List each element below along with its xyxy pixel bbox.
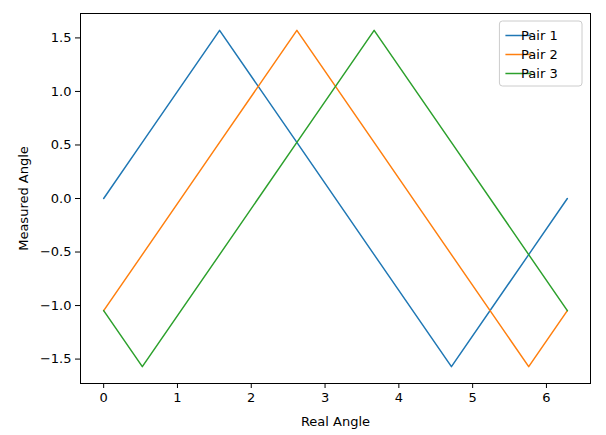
svg-text:4: 4 bbox=[395, 390, 403, 405]
svg-text:Pair 1: Pair 1 bbox=[521, 28, 558, 43]
svg-text:2: 2 bbox=[247, 390, 255, 405]
svg-text:−0.5: −0.5 bbox=[40, 244, 72, 259]
svg-text:3: 3 bbox=[321, 390, 329, 405]
svg-text:−1.0: −1.0 bbox=[40, 298, 72, 313]
svg-text:Real Angle: Real Angle bbox=[301, 414, 370, 429]
svg-text:Pair 2: Pair 2 bbox=[521, 47, 558, 62]
svg-text:Measured Angle: Measured Angle bbox=[16, 146, 31, 251]
svg-text:Pair 3: Pair 3 bbox=[521, 66, 558, 81]
svg-text:0.0: 0.0 bbox=[51, 191, 72, 206]
svg-text:1.5: 1.5 bbox=[51, 30, 72, 45]
svg-text:1: 1 bbox=[173, 390, 181, 405]
svg-text:−1.5: −1.5 bbox=[40, 351, 72, 366]
svg-text:0.5: 0.5 bbox=[51, 137, 72, 152]
svg-text:6: 6 bbox=[542, 390, 550, 405]
svg-text:0: 0 bbox=[100, 390, 108, 405]
svg-text:5: 5 bbox=[469, 390, 477, 405]
svg-text:1.0: 1.0 bbox=[51, 84, 72, 99]
